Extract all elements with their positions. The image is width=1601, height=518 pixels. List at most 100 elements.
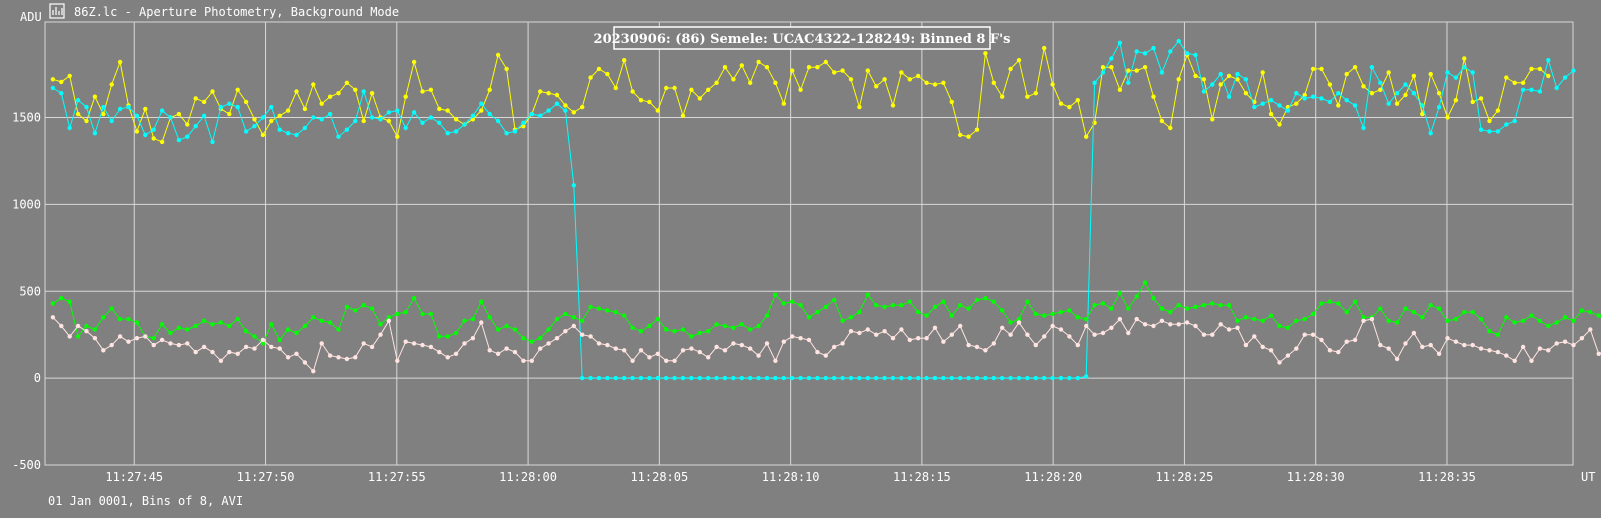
data-point [1436,104,1442,110]
data-point [840,341,845,346]
data-point [1537,318,1543,323]
data-point [706,87,711,93]
data-point [1579,336,1585,341]
data-point [554,336,560,341]
data-point [874,375,879,381]
series-3 [50,315,1601,374]
data-point [916,73,921,79]
data-point [302,360,308,365]
data-point [428,87,434,93]
data-point [1184,306,1190,311]
series-line [52,316,1601,373]
data-point [1462,56,1467,61]
data-point [1268,348,1274,353]
data-point [235,316,240,322]
data-point [764,375,770,381]
data-point [680,327,686,332]
data-point [1285,108,1291,113]
data-point [487,87,492,93]
data-point [1420,315,1425,320]
data-point [151,342,156,348]
data-point [974,344,980,350]
data-point [529,111,534,117]
data-point [386,315,392,320]
data-point [319,318,324,323]
data-point [1436,91,1442,96]
data-point [1361,84,1366,89]
data-point [470,117,476,122]
data-point [722,348,728,353]
data-point [773,292,778,297]
data-point [605,71,610,77]
data-point [680,348,686,353]
data-point [1067,308,1072,313]
data-point [1277,323,1282,329]
data-point [1050,311,1055,317]
data-point [1235,318,1240,323]
data-point [1277,122,1282,127]
data-point [1361,315,1366,320]
y-axis-label: ADU [20,10,42,24]
data-point [1168,125,1173,131]
data-point [395,311,400,317]
data-point [344,356,350,362]
data-point [840,68,845,73]
x-tick-label: 11:28:00 [499,470,557,484]
data-point [294,132,299,138]
data-point [311,115,316,120]
data-point [1453,98,1459,103]
data-point [302,125,308,131]
data-point [1495,349,1501,355]
data-point [210,349,215,355]
data-point [327,320,333,325]
data-point [647,355,652,360]
data-point [672,375,677,381]
data-point [1000,325,1005,330]
data-point [1428,342,1433,348]
data-point [1495,129,1501,134]
data-point [983,348,988,353]
data-point [1310,332,1316,337]
data-point [1445,318,1450,323]
data-point [739,342,744,348]
data-point [470,113,476,119]
data-point [109,342,114,348]
data-point [731,77,736,82]
data-point [815,375,820,381]
data-point [479,101,484,106]
data-point [748,375,753,381]
data-point [840,318,845,323]
data-point [613,346,618,351]
data-point [1588,327,1593,332]
data-point [1562,75,1568,80]
data-point [521,336,526,341]
data-point [1462,309,1467,315]
data-point [1588,309,1593,315]
data-point [664,85,669,91]
data-point [1084,316,1089,322]
data-point [428,344,434,350]
data-point [916,375,921,381]
data-point [1268,111,1274,117]
data-point [1058,101,1064,106]
data-point [1504,75,1509,80]
data-point [806,315,812,320]
data-point [1168,309,1173,315]
data-point [1176,303,1181,308]
data-point [899,70,904,75]
data-point [1016,58,1022,63]
data-point [185,122,190,127]
data-point [664,327,669,332]
data-point [512,327,518,332]
data-point [1571,318,1576,323]
y-tick-label: -500 [12,458,41,472]
data-point [1344,98,1349,103]
data-point [134,320,140,325]
data-point [815,65,820,70]
data-point [235,87,240,93]
data-point [806,337,812,343]
data-point [689,346,694,351]
data-point [924,313,929,318]
data-point [361,341,366,346]
data-point [924,375,929,381]
